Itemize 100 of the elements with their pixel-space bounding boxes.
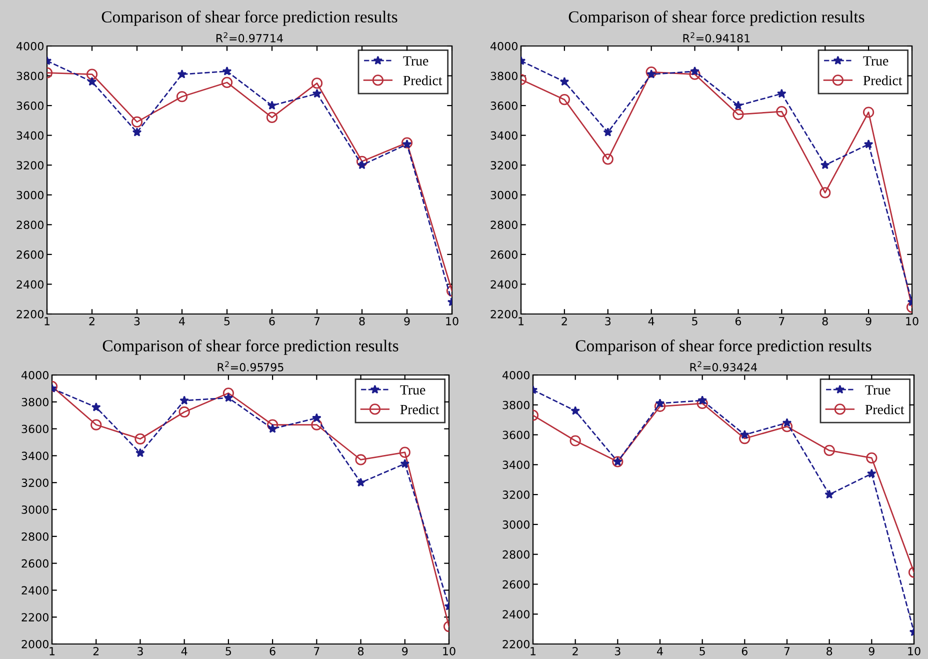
y-tick-label: 3200: [22, 478, 48, 487]
y-tick-label: 3800: [22, 398, 48, 406]
chart-subtitle: R$^{2}$=0.97714: [216, 32, 283, 42]
chart-title: Comparison of shear force prediction results: [568, 10, 864, 26]
point: [132, 127, 142, 136]
y-tick-label: 3400: [22, 452, 48, 460]
x-tick-label: 6: [735, 316, 742, 326]
y-tick-label: 3000: [16, 190, 44, 200]
legend-label: Predict: [863, 75, 902, 86]
point: [777, 88, 786, 98]
x-tick-label: 7: [314, 647, 320, 656]
y-tick-label: 3400: [502, 460, 530, 470]
x-tick-label: 6: [270, 646, 276, 656]
point: [312, 88, 322, 98]
y-tick-label: 2000: [22, 640, 48, 648]
x-tick-label: 6: [269, 316, 275, 326]
point: [356, 156, 368, 167]
x-tick-label: 4: [179, 317, 185, 326]
point: [646, 69, 656, 78]
point: [776, 106, 788, 118]
x-tick-label: 10: [446, 316, 458, 326]
chart-subtitle: R$^{2}$=0.95795: [218, 361, 284, 372]
point: [136, 448, 145, 458]
y-tick-label: 2200: [16, 310, 44, 318]
point: [356, 478, 366, 487]
point: [87, 76, 97, 86]
chart-subtitle: R$^{2}$=0.93424: [690, 361, 757, 372]
legend-label: True: [865, 385, 890, 395]
point: [355, 454, 366, 466]
y-tick-label: 3800: [502, 400, 530, 410]
chart-subtitle: R$^{2}$=0.94181: [683, 32, 750, 42]
y-tick-label: 2200: [22, 613, 48, 622]
x-tick-label: 3: [605, 316, 611, 326]
point: [734, 100, 743, 110]
y-tick-label: 2400: [502, 610, 530, 618]
x-tick-label: 4: [181, 647, 188, 656]
point: [603, 127, 613, 136]
point: [224, 393, 234, 402]
y-tick-label: 2200: [490, 310, 518, 318]
x-tick-label: 3: [138, 646, 143, 656]
point: [560, 76, 570, 86]
x-tick-label: 2: [572, 646, 578, 656]
y-tick-label: 4000: [21, 370, 48, 380]
y-tick-label: 2400: [490, 280, 518, 289]
point: [740, 430, 750, 439]
point: [824, 490, 834, 499]
y-tick-label: 3000: [490, 190, 518, 200]
x-tick-label: 10: [443, 646, 456, 656]
x-tick-label: 6: [742, 646, 748, 656]
y-tick-label: 2200: [502, 640, 530, 648]
point: [134, 433, 146, 444]
chart-title: Comparison of shear force prediction results: [576, 340, 872, 355]
y-tick-label: 3200: [490, 161, 518, 170]
x-tick-label: 5: [224, 317, 230, 326]
x-tick-label: 4: [657, 647, 663, 656]
point: [690, 66, 700, 76]
point: [177, 69, 187, 78]
y-tick-label: 4000: [16, 42, 44, 50]
x-tick-label: 9: [404, 316, 410, 326]
point: [570, 435, 581, 446]
x-tick-label: 2: [562, 316, 567, 326]
y-tick-label: 3000: [502, 520, 530, 529]
y-tick-label: 3200: [16, 161, 44, 170]
x-tick-label: 8: [826, 646, 832, 656]
x-tick-label: 2: [93, 646, 99, 656]
point: [91, 402, 101, 412]
y-tick-label: 2400: [22, 586, 48, 595]
point: [646, 66, 657, 78]
point: [311, 78, 323, 89]
x-tick-label: 9: [868, 646, 874, 656]
point: [268, 424, 278, 433]
y-tick-label: 3800: [16, 72, 44, 80]
point: [131, 116, 143, 128]
legend-label: True: [400, 385, 426, 395]
y-tick-label: 2800: [502, 550, 530, 559]
x-tick-label: 3: [614, 646, 620, 656]
point: [357, 160, 367, 170]
y-tick-label: 2800: [22, 532, 48, 541]
legend-label: Predict: [865, 404, 904, 414]
y-tick-label: 2600: [502, 580, 530, 589]
point: [864, 139, 874, 148]
y-tick-label: 2600: [16, 250, 44, 259]
y-tick-label: 2600: [22, 559, 48, 568]
x-tick-label: 1: [50, 647, 55, 656]
point: [178, 406, 190, 418]
x-tick-label: 10: [906, 316, 918, 326]
point: [400, 458, 410, 468]
y-tick-label: 2400: [16, 280, 44, 289]
y-tick-label: 4000: [490, 42, 518, 50]
y-tick-label: 3600: [490, 102, 518, 110]
x-tick-label: 2: [89, 316, 94, 326]
x-tick-label: 9: [402, 646, 408, 656]
point: [732, 108, 744, 120]
point: [222, 66, 232, 76]
point: [86, 68, 98, 80]
x-tick-label: 7: [784, 647, 790, 656]
point: [266, 112, 278, 124]
point: [267, 100, 277, 110]
y-tick-label: 3600: [22, 424, 48, 434]
point: [654, 400, 666, 412]
